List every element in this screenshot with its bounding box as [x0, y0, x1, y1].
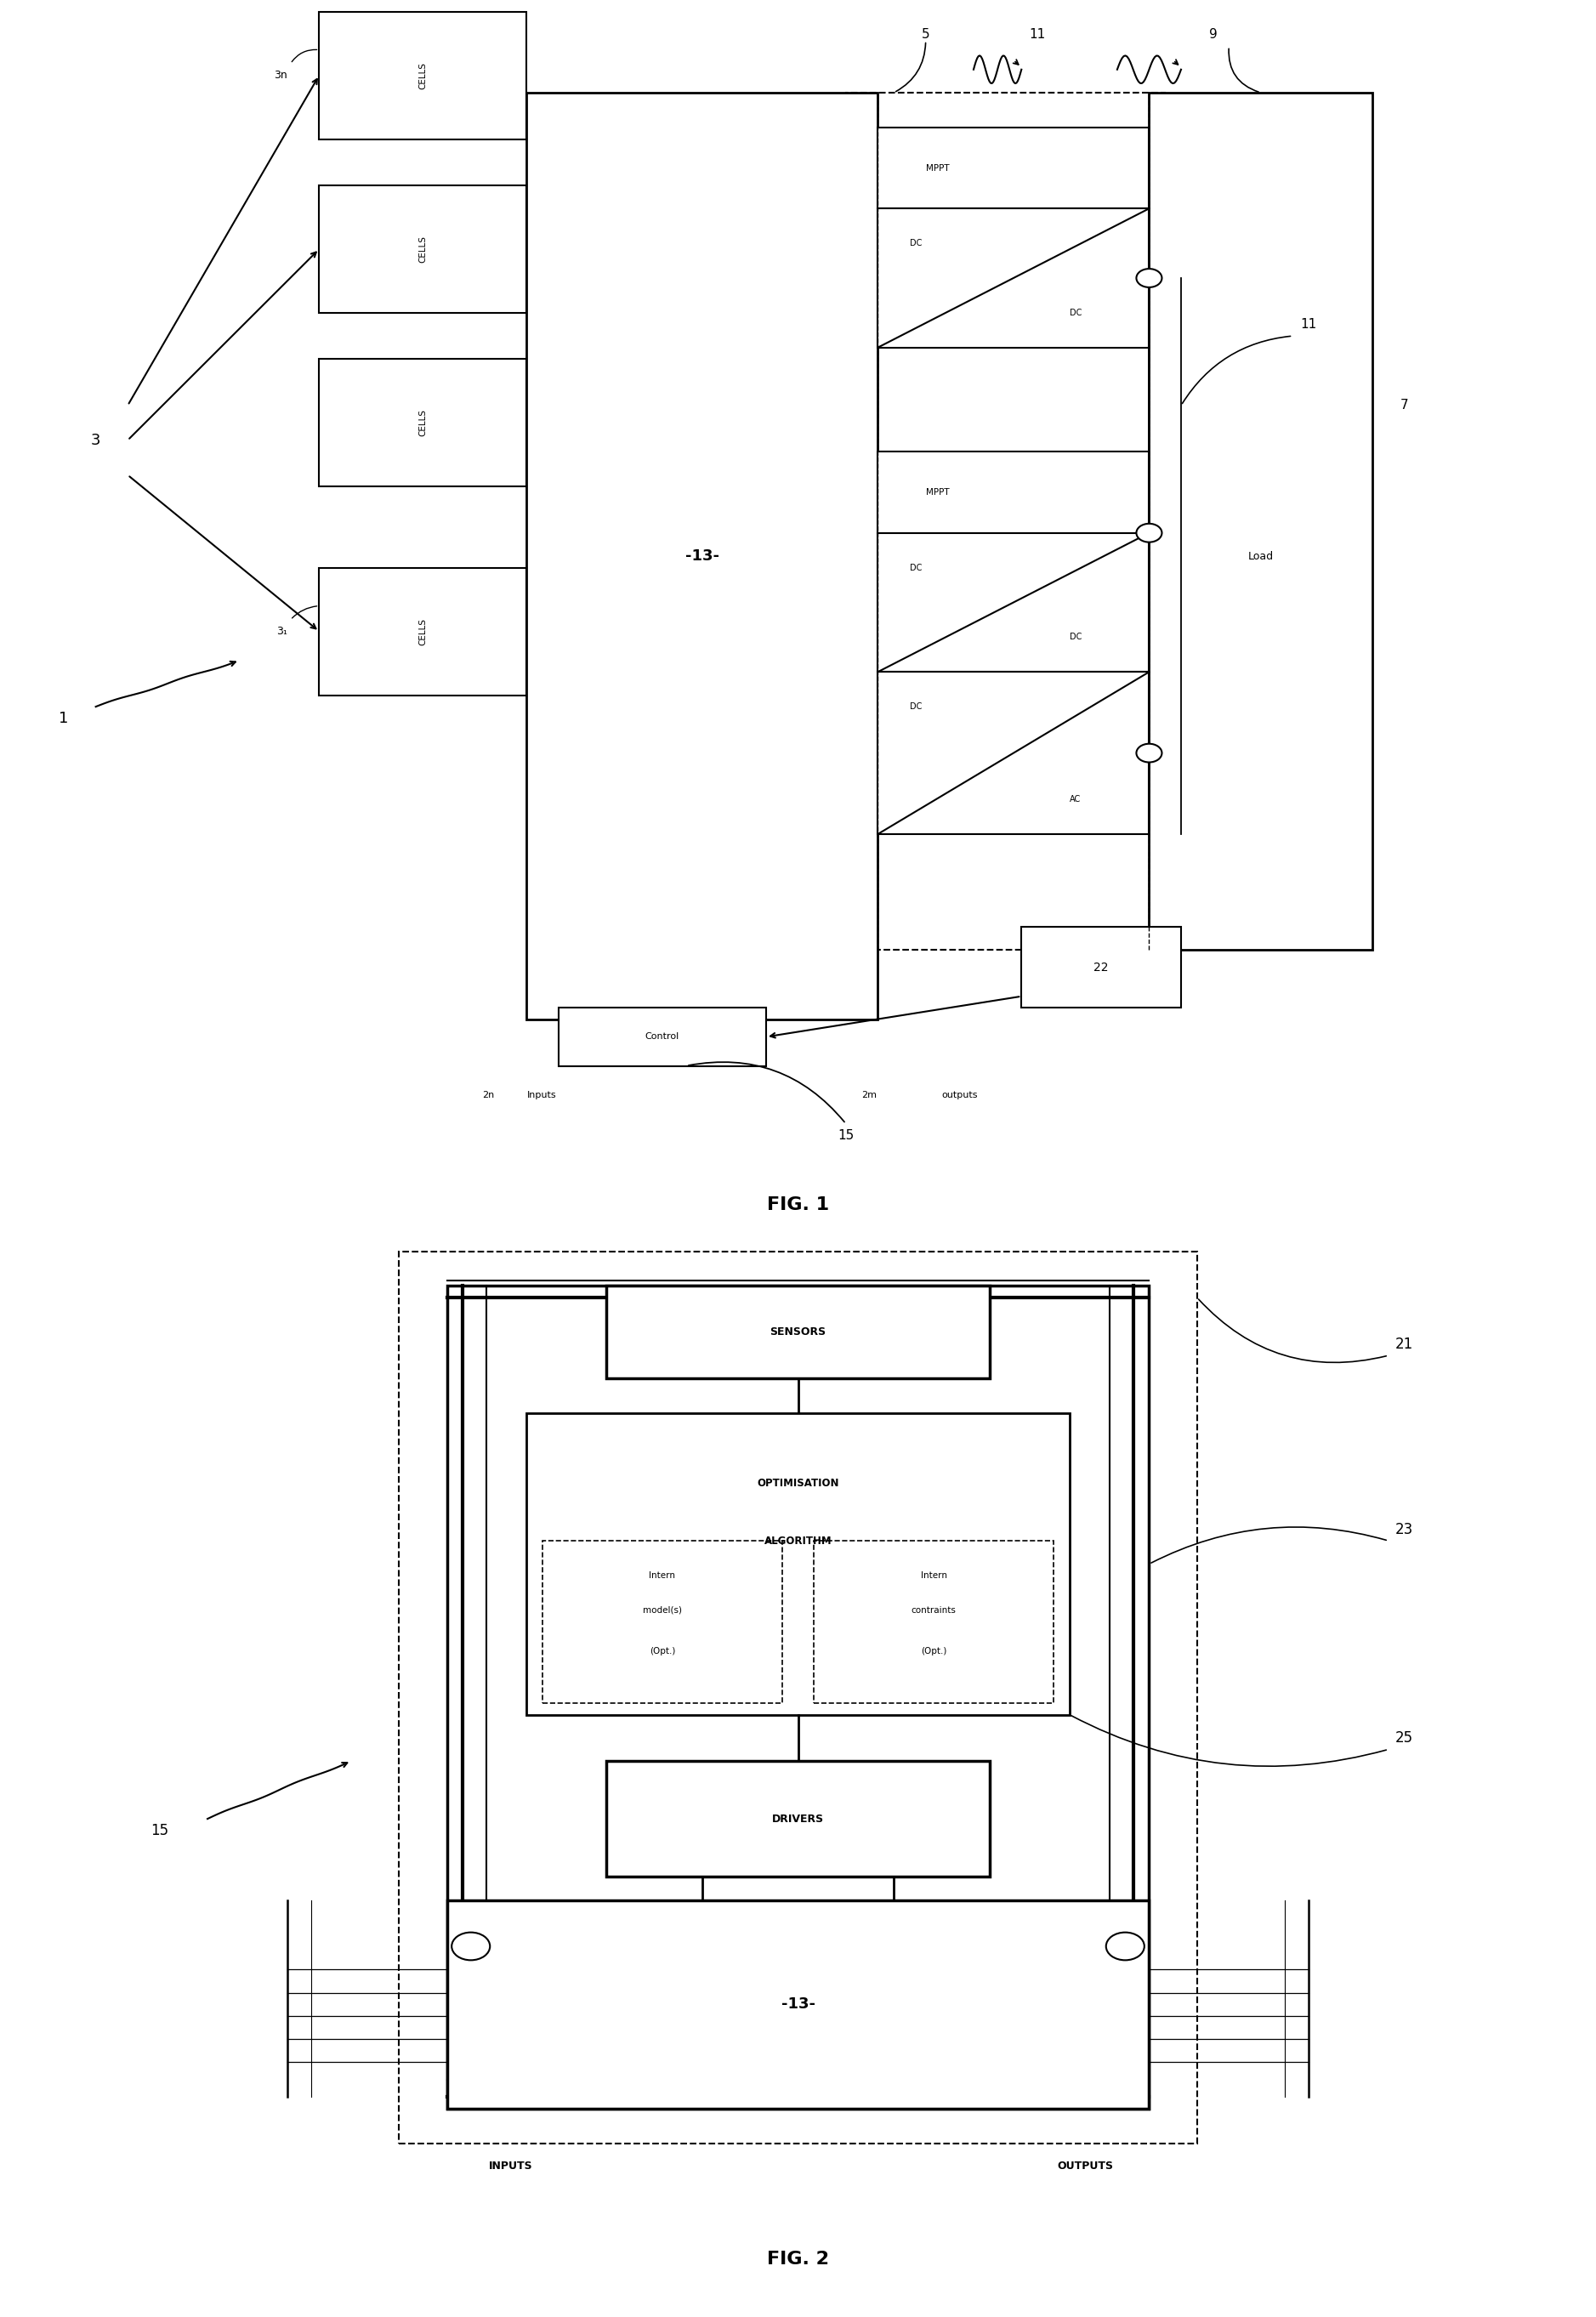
Text: -13-: -13- [780, 1997, 816, 2011]
Circle shape [1136, 524, 1162, 542]
Text: 5: 5 [921, 28, 930, 42]
Text: 2m: 2m [862, 1091, 878, 1098]
Text: 7: 7 [1400, 399, 1409, 412]
Bar [447, 1900, 1149, 2108]
Text: 9: 9 [1208, 28, 1218, 42]
Text: Inputs: Inputs [527, 1091, 555, 1098]
Bar [319, 568, 527, 695]
Text: SENSORS: SENSORS [769, 1328, 827, 1337]
Text: OPTIMISATION: OPTIMISATION [757, 1478, 839, 1488]
Text: 11: 11 [1029, 28, 1045, 42]
Text: 25: 25 [1395, 1731, 1414, 1745]
Text: Intern: Intern [650, 1571, 675, 1580]
Bar [878, 452, 1149, 533]
Circle shape [452, 1932, 490, 1960]
Text: outputs: outputs [942, 1091, 978, 1098]
Text: DC: DC [910, 239, 922, 248]
Bar [319, 12, 527, 139]
Text: CELLS: CELLS [418, 410, 428, 436]
Text: 22: 22 [1093, 962, 1109, 973]
Text: CELLS: CELLS [418, 619, 428, 644]
Bar [1149, 93, 1373, 950]
Bar [878, 127, 1149, 209]
Text: 15: 15 [150, 1823, 169, 1837]
Text: (Opt.): (Opt.) [650, 1647, 675, 1654]
Text: FIG. 2: FIG. 2 [768, 2250, 828, 2268]
Text: (Opt.): (Opt.) [921, 1647, 946, 1654]
Text: AC: AC [1069, 795, 1080, 804]
Text: 11: 11 [1301, 317, 1317, 331]
Text: 1: 1 [59, 711, 69, 725]
Bar [319, 359, 527, 487]
Text: 15: 15 [838, 1128, 854, 1142]
Bar [543, 1541, 782, 1703]
Text: Load: Load [1248, 551, 1274, 561]
Text: model(s): model(s) [643, 1606, 681, 1615]
Text: 3: 3 [91, 433, 101, 447]
Bar [527, 1413, 1069, 1715]
Bar [846, 93, 1165, 950]
Text: 3n: 3n [275, 70, 287, 81]
Bar [878, 209, 1149, 348]
Bar [606, 1286, 990, 1379]
Bar [319, 185, 527, 313]
Text: CELLS: CELLS [418, 236, 428, 262]
Bar [878, 672, 1149, 834]
Bar [814, 1541, 1053, 1703]
Text: FIG. 1: FIG. 1 [768, 1196, 828, 1214]
Text: DRIVERS: DRIVERS [772, 1814, 824, 1823]
Bar [399, 1251, 1197, 2143]
Bar [559, 1008, 766, 1066]
Bar [878, 533, 1149, 672]
Text: DC: DC [1069, 308, 1082, 317]
Bar [606, 1761, 990, 1877]
Text: DC: DC [1069, 633, 1082, 642]
Text: OUTPUTS: OUTPUTS [1057, 2162, 1114, 2171]
Text: 2n: 2n [482, 1091, 495, 1098]
Text: INPUTS: INPUTS [488, 2162, 533, 2171]
Text: CELLS: CELLS [418, 63, 428, 88]
Bar [527, 93, 878, 1019]
Circle shape [1136, 269, 1162, 287]
Text: Control: Control [645, 1033, 680, 1040]
Text: MPPT: MPPT [926, 165, 950, 171]
Bar [1021, 927, 1181, 1008]
Text: 3₁: 3₁ [276, 626, 287, 637]
Circle shape [1136, 744, 1162, 762]
Text: Intern: Intern [921, 1571, 946, 1580]
Text: ALGORITHM: ALGORITHM [764, 1536, 832, 1545]
Text: MPPT: MPPT [926, 489, 950, 496]
Bar [447, 1286, 1149, 2108]
Text: -13-: -13- [685, 549, 720, 563]
Text: 23: 23 [1395, 1522, 1414, 1536]
Text: DC: DC [910, 563, 922, 572]
Text: DC: DC [910, 702, 922, 711]
Text: 21: 21 [1395, 1337, 1414, 1351]
Circle shape [1106, 1932, 1144, 1960]
Text: contraints: contraints [911, 1606, 956, 1615]
